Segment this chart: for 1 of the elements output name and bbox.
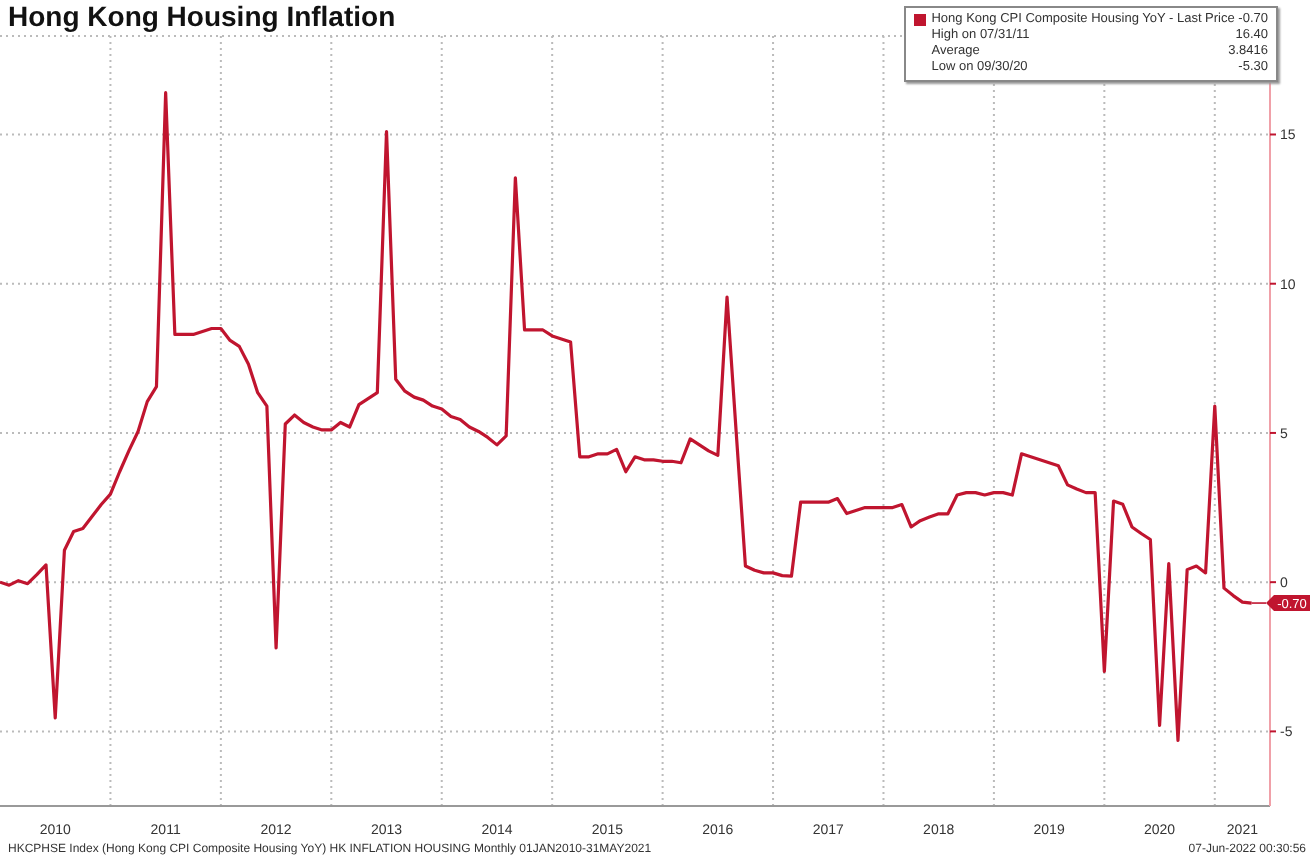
chart-title: Hong Kong Housing Inflation [8,0,396,32]
